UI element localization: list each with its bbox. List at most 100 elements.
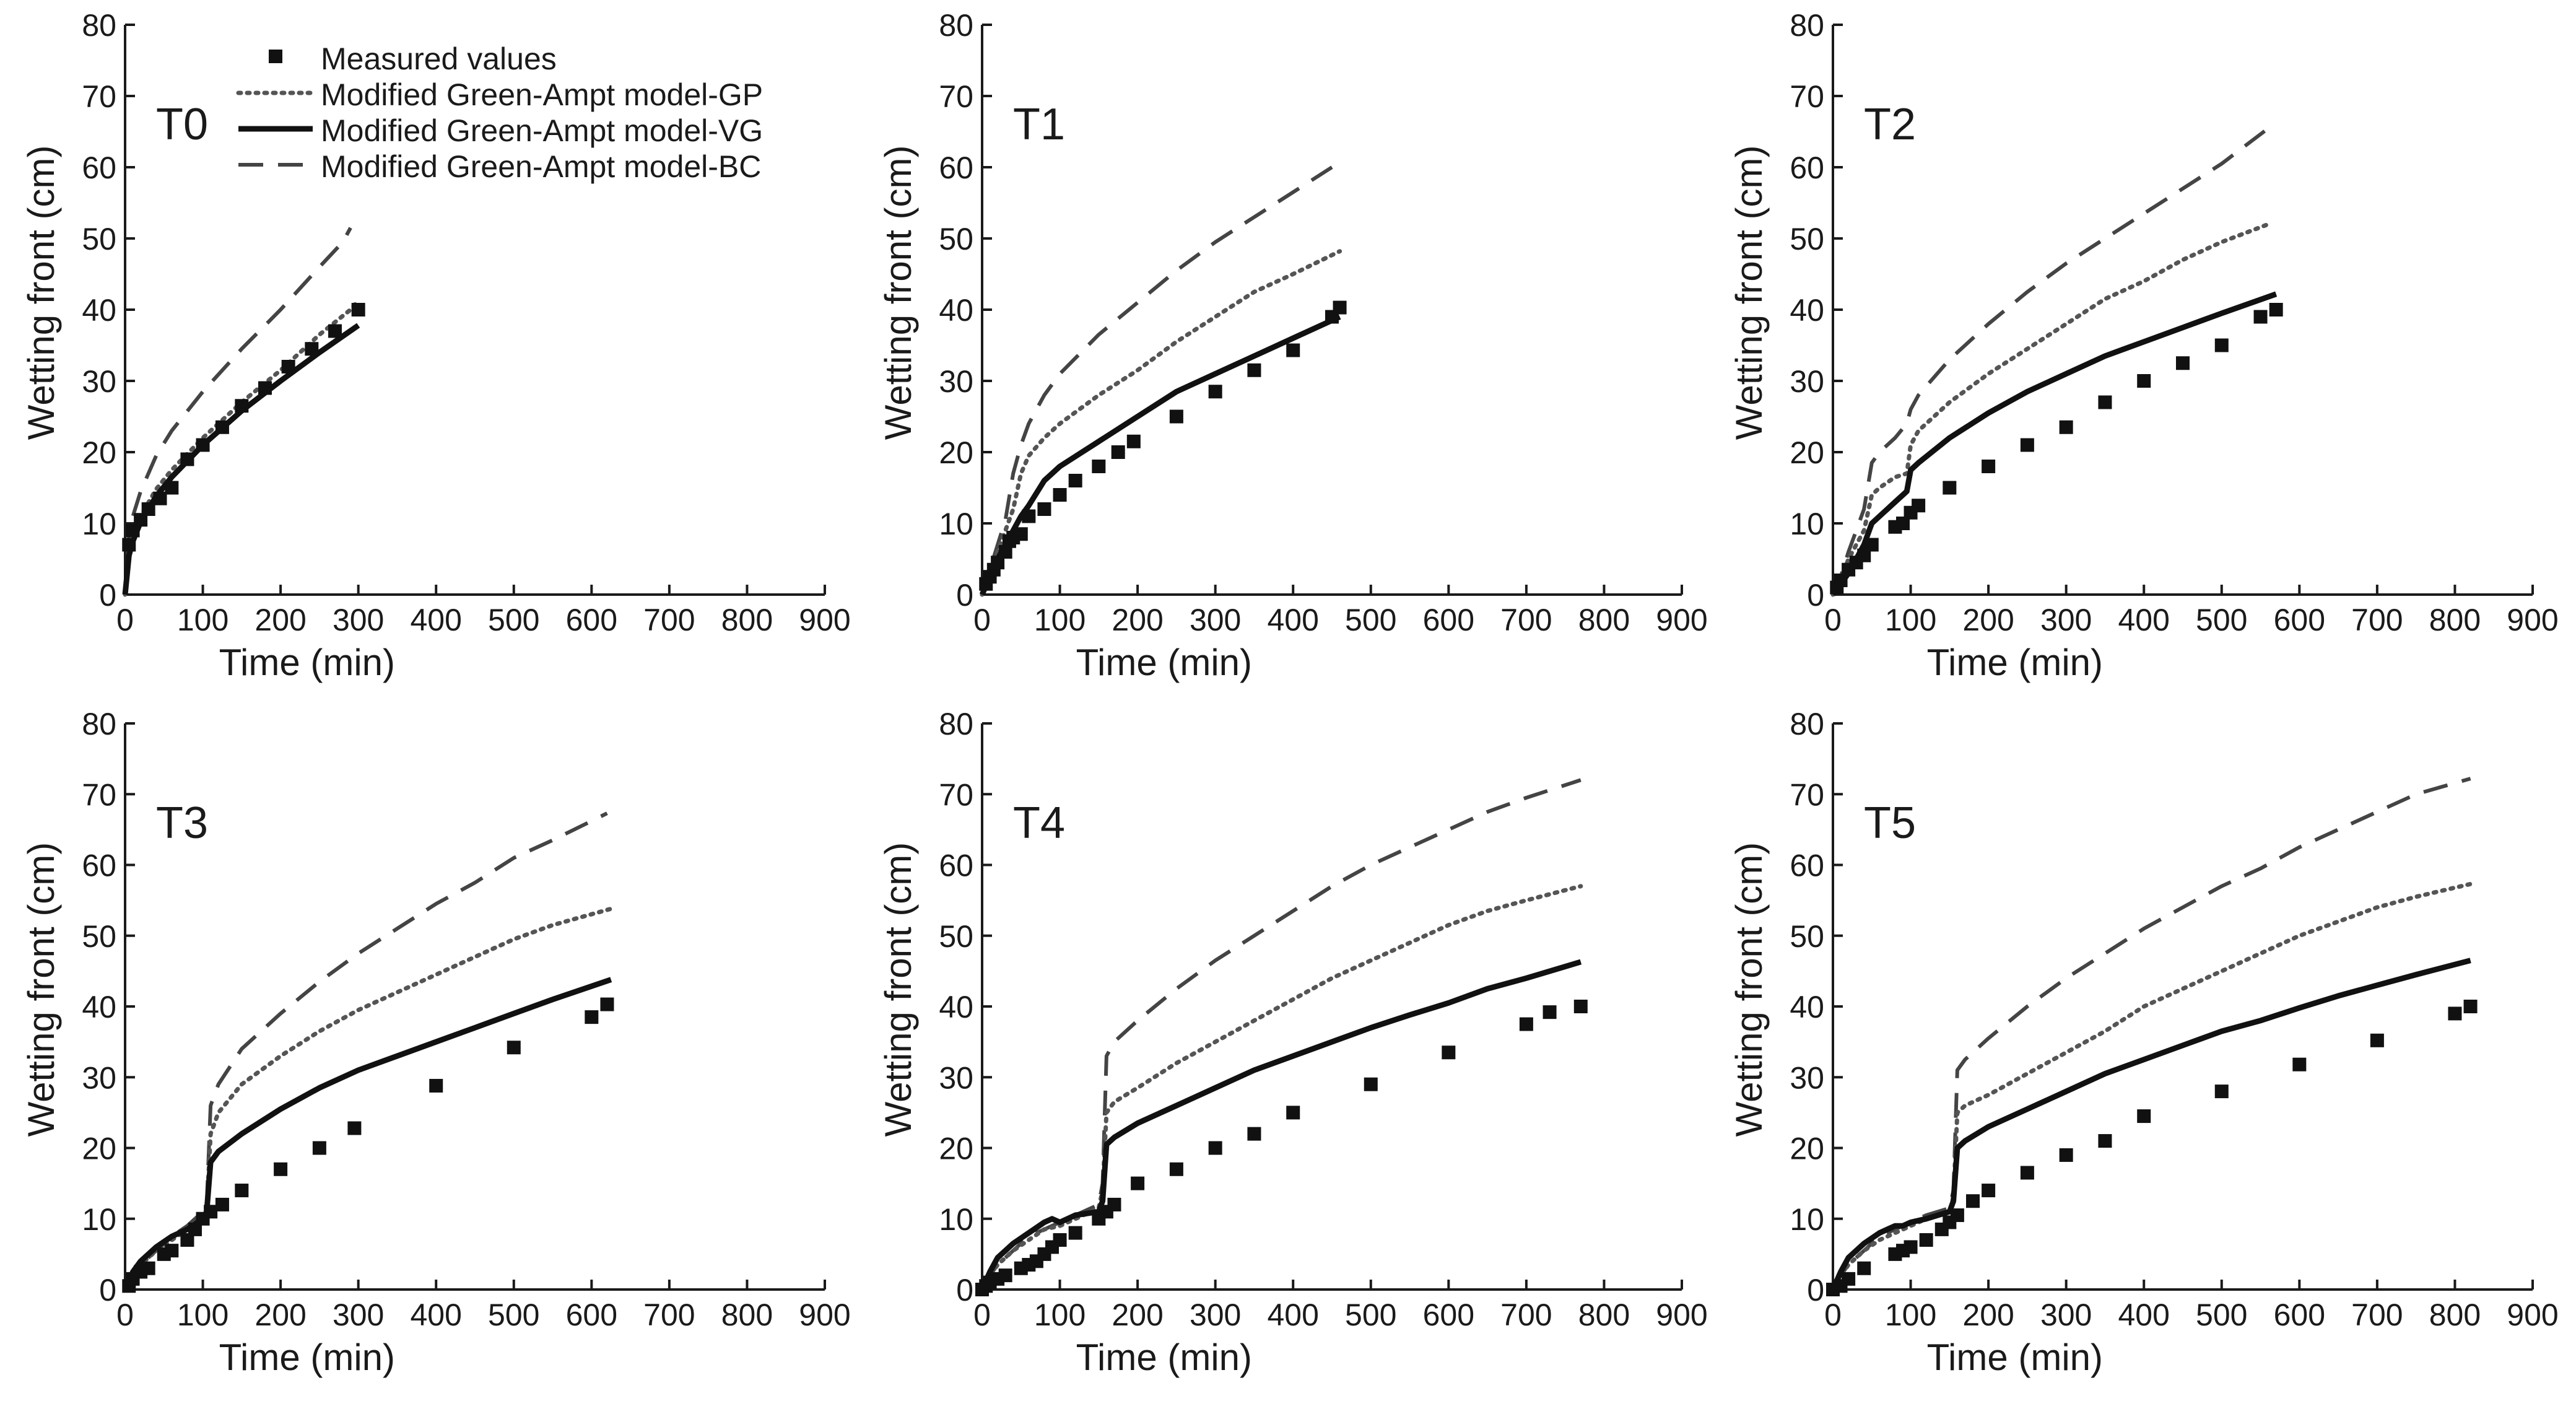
data-point-measured	[180, 1233, 194, 1247]
y-tick-label: 70	[1790, 777, 1824, 812]
panel-label: T5	[1864, 798, 1916, 848]
data-point-measured	[1068, 1226, 1082, 1240]
y-tick-label: 0	[99, 578, 116, 613]
data-point-measured	[429, 1078, 443, 1093]
y-tick-label: 20	[1790, 435, 1824, 470]
y-tick-label: 50	[939, 222, 973, 256]
data-point-measured	[235, 1184, 249, 1198]
x-tick-label: 300	[333, 603, 384, 637]
y-tick-label: 70	[939, 777, 973, 812]
y-tick-label: 30	[1790, 364, 1824, 399]
x-tick-label: 800	[721, 603, 773, 637]
x-tick-label: 700	[2351, 1298, 2403, 1332]
y-tick-label: 20	[939, 1132, 973, 1166]
y-tick-label: 70	[82, 79, 116, 114]
x-tick-label: 300	[2040, 603, 2092, 637]
x-tick-label: 500	[488, 603, 539, 637]
data-point-measured	[1053, 1233, 1067, 1247]
series-line-bc	[1831, 121, 2278, 596]
data-point-measured	[998, 545, 1012, 559]
y-tick-label: 50	[82, 222, 116, 256]
data-point-measured	[180, 452, 194, 466]
y-tick-label: 0	[956, 1273, 973, 1307]
x-tick-label: 300	[333, 1298, 384, 1332]
y-tick-label: 0	[956, 578, 973, 613]
panel-label: T1	[1013, 100, 1065, 149]
y-axis-title: Wetting front (cm)	[1728, 842, 1770, 1137]
series-line-vg	[122, 977, 612, 1291]
data-point-measured	[2253, 310, 2268, 324]
data-point-measured	[122, 538, 136, 552]
data-point-measured	[1943, 481, 1957, 495]
panel-t2: 0 100 200 300 400 500 600 700 800 900 0 10 20 30 40 50 6…	[1728, 8, 2559, 683]
x-tick-label: 400	[1268, 1298, 1319, 1332]
y-tick-label: 30	[939, 1060, 973, 1095]
data-point-measured	[2448, 1006, 2462, 1021]
x-tick-label: 500	[2196, 603, 2247, 637]
legend-marker-measured	[269, 50, 282, 63]
data-point-measured	[281, 360, 295, 373]
data-point-measured	[1131, 1176, 1145, 1190]
data-point-measured	[2269, 303, 2283, 316]
y-tick-label: 20	[82, 435, 116, 470]
y-tick-label: 40	[82, 990, 116, 1024]
data-point-measured	[2098, 395, 2112, 409]
y-tick-label: 20	[82, 1132, 116, 1166]
x-tick-label: 400	[2118, 1298, 2170, 1332]
legend-label-vg: Modified Green-Ampt model-VG	[321, 113, 763, 148]
x-tick-label: 700	[643, 1298, 695, 1332]
y-tick-label: 30	[939, 364, 973, 399]
series-line-vg	[1830, 291, 2278, 596]
x-tick-label: 200	[1112, 603, 1163, 637]
y-tick-label: 0	[1807, 1273, 1824, 1307]
data-point-measured	[1442, 1045, 1456, 1060]
x-tick-label: 700	[1500, 603, 1552, 637]
y-tick-label: 40	[82, 293, 116, 328]
x-tick-label: 600	[1423, 603, 1474, 637]
legend-label-gp: Modified Green-Ampt model-GP	[321, 77, 763, 112]
panel-t4: 0 100 200 300 400 500 600 700 800 900 0 10 20 30 40 50 6…	[877, 707, 1708, 1378]
panel-label: T2	[1864, 100, 1916, 149]
data-point-measured	[507, 1041, 521, 1055]
y-axis-title: Wetting front (cm)	[20, 146, 62, 440]
data-point-measured	[2137, 1109, 2151, 1124]
y-tick-label: 50	[82, 919, 116, 954]
data-point-measured	[998, 1268, 1012, 1283]
x-tick-label: 700	[1500, 1298, 1552, 1332]
x-tick-label: 400	[411, 603, 462, 637]
x-axis-title: Time (min)	[219, 642, 395, 683]
series-line-bc	[980, 778, 1582, 1291]
series-line-vg	[979, 314, 1341, 596]
data-point-measured	[196, 438, 210, 452]
data-point-measured	[585, 1010, 599, 1024]
data-point-measured	[1169, 409, 1183, 424]
y-tick-label: 70	[939, 79, 973, 114]
y-tick-label: 40	[1790, 990, 1824, 1024]
data-point-measured	[1982, 460, 1996, 473]
x-axis-title: Time (min)	[1927, 642, 2103, 683]
x-tick-label: 900	[799, 1298, 850, 1332]
x-axis-title: Time (min)	[1927, 1337, 2103, 1378]
y-tick-label: 50	[1790, 222, 1824, 256]
legend-label-measured: Measured values	[321, 41, 557, 76]
panel-t0: 0 100 200 300 400 500 600 700 800 900 0 10 20 30 40 50 6…	[20, 8, 851, 683]
x-tick-label: 600	[566, 1298, 617, 1332]
y-tick-label: 70	[82, 777, 116, 812]
data-point-measured	[1896, 517, 1910, 530]
y-tick-label: 10	[82, 1202, 116, 1237]
y-tick-label: 60	[82, 151, 116, 185]
x-axis-title: Time (min)	[219, 1337, 395, 1378]
y-tick-label: 0	[1807, 578, 1824, 613]
panel-label: T4	[1013, 798, 1065, 848]
x-tick-label: 800	[1578, 1298, 1630, 1332]
data-point-measured	[1857, 548, 1871, 562]
series-line-vg	[1830, 958, 2471, 1291]
y-tick-label: 10	[82, 507, 116, 541]
y-tick-label: 60	[82, 849, 116, 883]
x-tick-label: 100	[1885, 1298, 1936, 1332]
data-point-measured	[1247, 1127, 1261, 1141]
y-tick-label: 60	[1790, 151, 1824, 185]
x-tick-label: 200	[255, 1298, 306, 1332]
x-tick-label: 800	[2429, 603, 2481, 637]
